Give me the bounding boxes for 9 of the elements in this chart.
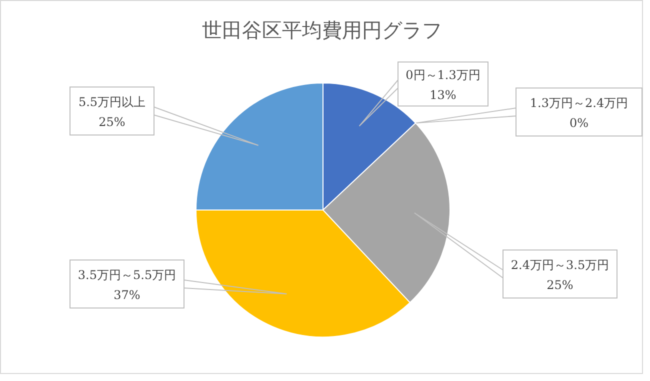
slice-label: 3.5万円～5.5万円 [78, 268, 176, 282]
slice-label: 0円～1.3万円 [406, 68, 480, 82]
data-label: 25% [98, 115, 126, 129]
slice-label: 5.5万円以上 [78, 95, 146, 109]
data-label: 25% [546, 278, 574, 292]
slice-label: 2.4万円～3.5万円 [510, 258, 610, 272]
data-label: 13% [430, 88, 456, 102]
title: 世田谷区平均費用円グラフ [202, 18, 442, 42]
data-label: 37% [114, 288, 140, 302]
